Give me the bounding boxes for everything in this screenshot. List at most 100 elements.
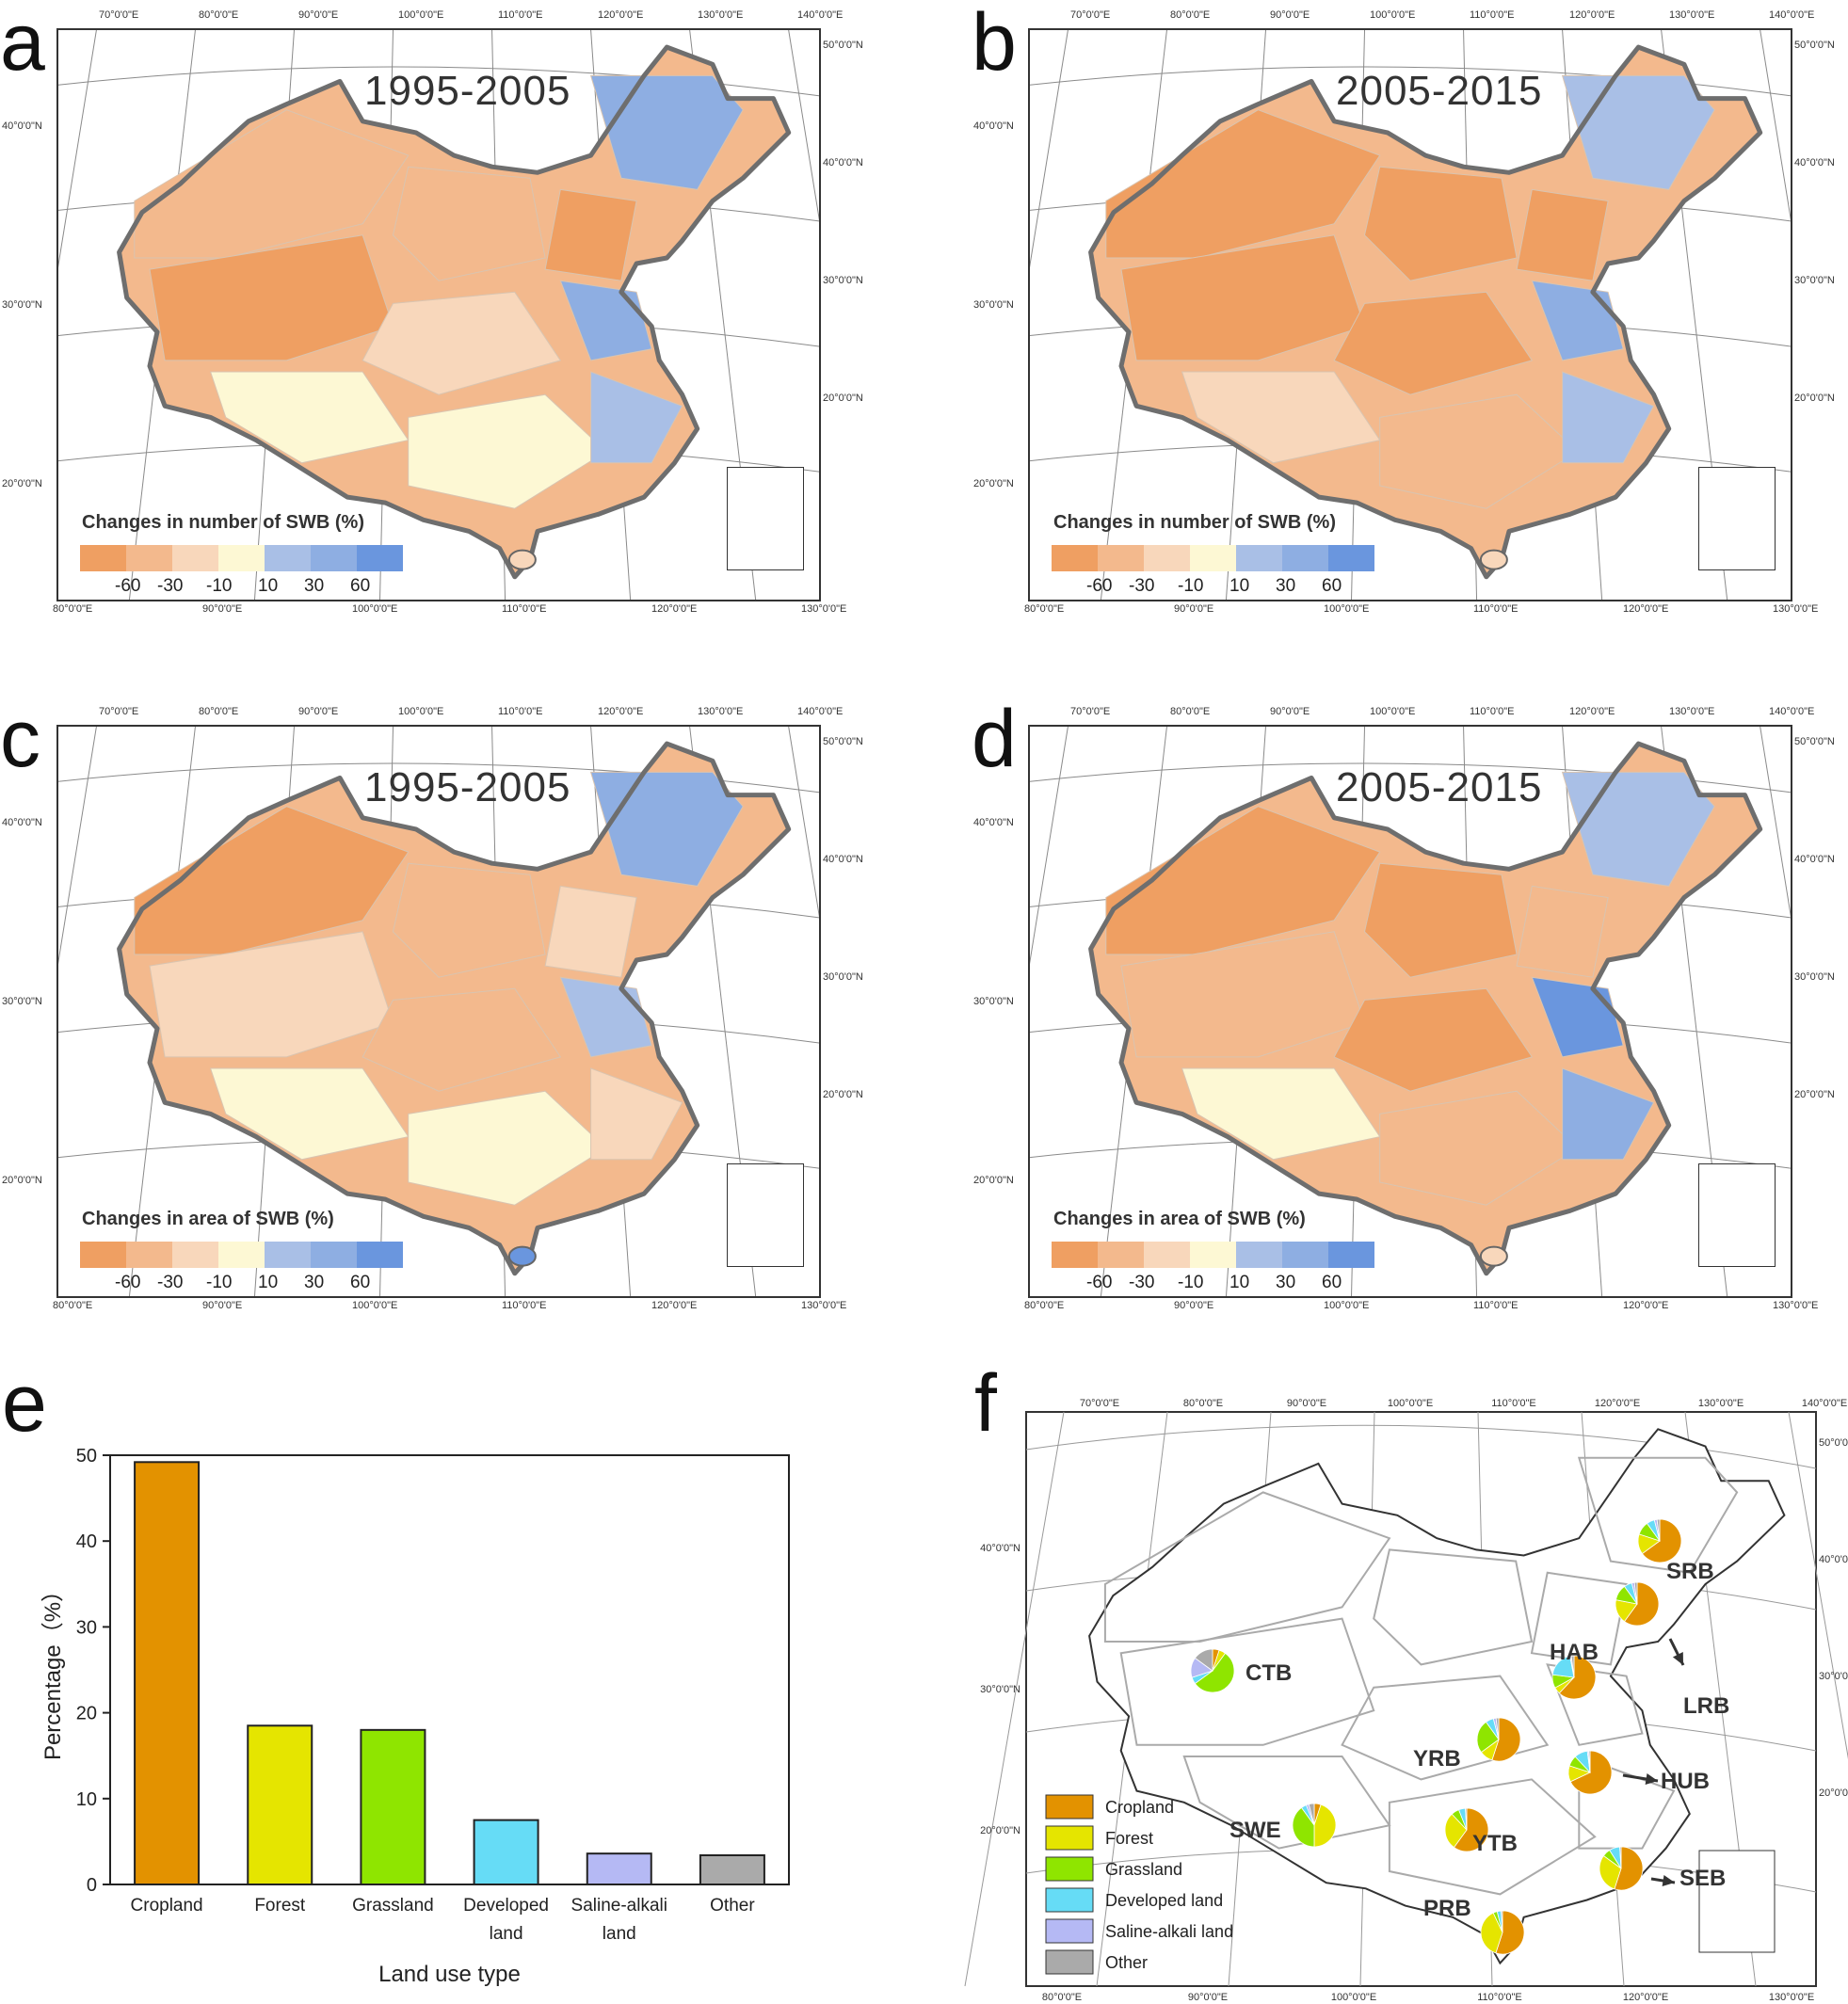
basin-label-swe: SWE bbox=[1229, 1818, 1281, 1843]
map-d bbox=[1028, 725, 1792, 1298]
lon-tick-top: 120°0'0"E bbox=[598, 9, 644, 21]
legend-swatch bbox=[1052, 1242, 1098, 1268]
lon-tick-top: 70°0'0"E bbox=[1070, 9, 1111, 21]
basin-region bbox=[544, 188, 637, 281]
graticule-lon bbox=[1030, 727, 1069, 965]
china-outline bbox=[1088, 1428, 1786, 1965]
panel-label-d: d bbox=[972, 694, 1017, 784]
basin-label-ytb: YTB bbox=[1472, 1831, 1518, 1856]
x-tick-label: Developed bbox=[463, 1896, 549, 1916]
legend-colorbar bbox=[1052, 1242, 1374, 1268]
legend-swatch bbox=[1144, 545, 1190, 571]
lat-tick-right: 20°0'0"N bbox=[1794, 1089, 1835, 1100]
legend-value: -30 bbox=[1129, 576, 1155, 596]
lat-tick-left: 20°0'0"N bbox=[973, 478, 1014, 489]
legend-swatch bbox=[1098, 545, 1144, 571]
legend-value: 60 bbox=[350, 1273, 371, 1292]
pie-slice-prb bbox=[1501, 1910, 1503, 1933]
legend-swatch bbox=[1236, 1242, 1282, 1268]
lat-tick-right: 30°0'0"N bbox=[823, 971, 863, 983]
basin-boundary bbox=[1388, 1778, 1597, 1896]
legend-swatch bbox=[311, 545, 357, 571]
lon-tick-bottom: 80°0'0"E bbox=[1042, 1992, 1082, 2003]
bar-saline-alkali-land bbox=[586, 1852, 652, 1885]
south-china-sea-inset bbox=[727, 1163, 804, 1267]
y-tick-label: 50 bbox=[76, 1446, 97, 1467]
lon-tick-bottom: 90°0'0"E bbox=[1174, 1300, 1214, 1311]
pie-slice-yrb bbox=[1495, 1717, 1500, 1740]
pie-slice-ytb bbox=[1465, 1807, 1468, 1831]
legend-label: Cropland bbox=[1105, 1798, 1174, 1817]
basin-region bbox=[209, 1067, 410, 1161]
legend-value: -60 bbox=[115, 1273, 141, 1292]
legend-value: 30 bbox=[304, 576, 325, 596]
lon-tick-bottom: 90°0'0"E bbox=[1174, 603, 1214, 615]
lon-tick-bottom: 80°0'0"E bbox=[53, 1300, 93, 1311]
graticule-lon bbox=[1760, 30, 1791, 221]
china-border bbox=[117, 741, 792, 1276]
legend-value: -10 bbox=[1178, 1273, 1204, 1292]
legend-title: Changes in area of SWB (%) bbox=[82, 1209, 334, 1229]
basin-region bbox=[392, 862, 546, 978]
hainan-island bbox=[1479, 1245, 1508, 1267]
basin-boundary bbox=[1119, 1617, 1375, 1746]
pie-slice-yrb bbox=[1476, 1721, 1500, 1754]
basin-label-lrb: LRB bbox=[1683, 1693, 1729, 1719]
graticule-lon bbox=[788, 727, 819, 918]
legend-swatch bbox=[1190, 1242, 1236, 1268]
basin-region bbox=[1333, 987, 1534, 1092]
pie-slice-prb bbox=[1495, 1910, 1525, 1955]
graticule-lon bbox=[1788, 1411, 1848, 1759]
lon-tick-top: 140°0'0"E bbox=[1769, 9, 1815, 21]
lon-tick-top: 70°0'0"E bbox=[99, 706, 139, 717]
graticule-lon bbox=[1760, 727, 1791, 918]
basin-boundary bbox=[1341, 1675, 1550, 1781]
legend-colorbar bbox=[1052, 545, 1374, 571]
legend-title: Changes in area of SWB (%) bbox=[1053, 1209, 1306, 1229]
map-drawing-c bbox=[58, 727, 819, 1296]
legend-label: Grassland bbox=[1105, 1860, 1182, 1879]
lon-tick-bottom: 110°0'0"E bbox=[502, 1300, 547, 1311]
pie-slice-srb bbox=[1641, 1518, 1682, 1563]
bar-cropland bbox=[134, 1461, 201, 1886]
graticule-lon bbox=[1030, 30, 1069, 268]
pie-slice-hub bbox=[1588, 1750, 1591, 1773]
legend-value: -30 bbox=[157, 576, 184, 596]
pie-slice-ytb bbox=[1453, 1807, 1489, 1852]
basin-boundary bbox=[1373, 1548, 1534, 1666]
legend-value: 60 bbox=[350, 576, 371, 596]
lon-tick-top: 80°0'0"E bbox=[1170, 9, 1211, 21]
legend-colorbar bbox=[80, 1242, 403, 1268]
legend-swatch bbox=[1236, 545, 1282, 571]
lon-tick-bottom: 120°0'0"E bbox=[651, 603, 698, 615]
arrow-head bbox=[1645, 1773, 1658, 1785]
basin-region bbox=[1516, 188, 1609, 281]
legend-swatch bbox=[1328, 545, 1374, 571]
lat-tick-right: 50°0'0"N bbox=[823, 736, 863, 747]
lon-tick-top: 130°0'0"E bbox=[698, 706, 744, 717]
graticule-lon bbox=[788, 30, 819, 221]
legend-value: 10 bbox=[1229, 576, 1250, 596]
basin-region bbox=[149, 931, 394, 1058]
lon-tick-top: 120°0'0"E bbox=[598, 706, 644, 717]
basin-region bbox=[392, 166, 546, 281]
basin-label-prb: PRB bbox=[1423, 1896, 1471, 1921]
lat-tick-right: 50°0'0"N bbox=[1819, 1437, 1848, 1449]
lat-tick-left: 40°0'0"N bbox=[973, 817, 1014, 828]
lon-tick-bottom: 100°0'0"E bbox=[1324, 1300, 1370, 1311]
legend-value: 10 bbox=[1229, 1273, 1250, 1292]
legend-swatch bbox=[1052, 545, 1098, 571]
lon-tick-bottom: 100°0'0"E bbox=[1331, 1992, 1376, 2003]
basin-region bbox=[134, 109, 410, 259]
lon-tick-top: 80°0'0"E bbox=[1170, 706, 1211, 717]
lat-tick-right: 30°0'0"N bbox=[1819, 1671, 1848, 1682]
lon-tick-top: 130°0'0"E bbox=[1669, 9, 1715, 21]
lat-tick-right: 40°0'0"N bbox=[1819, 1554, 1848, 1565]
lon-tick-top: 80°0'0"E bbox=[1183, 1398, 1223, 1409]
legend-swatch bbox=[80, 545, 126, 571]
lon-tick-top: 130°0'0"E bbox=[1698, 1398, 1744, 1409]
basin-region bbox=[134, 806, 410, 955]
y-tick-label: 20 bbox=[76, 1704, 97, 1724]
basin-region bbox=[544, 885, 637, 978]
basin-boundary bbox=[1546, 1663, 1644, 1746]
